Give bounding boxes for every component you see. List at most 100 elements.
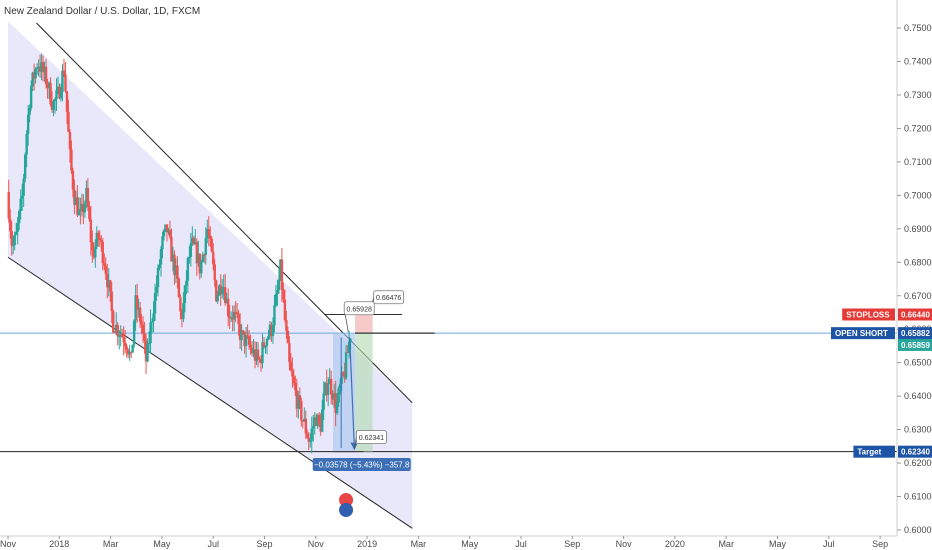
candle-body (150, 321, 154, 323)
candle-body (132, 320, 136, 345)
candle-body (58, 86, 61, 99)
candle-body (279, 259, 282, 280)
candle-body (186, 258, 190, 281)
candle-body (259, 359, 263, 364)
target-zone (355, 333, 373, 452)
candle-body (347, 341, 351, 353)
candle-body (17, 210, 21, 224)
candle-body (171, 254, 175, 262)
candle-body (100, 240, 103, 242)
candle-body (209, 235, 212, 239)
candle-body (40, 62, 43, 72)
candle-body (291, 370, 294, 377)
candle-body (91, 242, 94, 251)
candle-body (240, 330, 243, 341)
price-label-text-3: Target (857, 448, 881, 457)
candle-body (188, 256, 191, 259)
candle-body (79, 209, 82, 212)
candle-body (285, 320, 288, 331)
candle-body (247, 336, 251, 345)
candle-body (22, 178, 25, 196)
candle-body (62, 70, 66, 75)
candle-body (123, 342, 127, 347)
candle-body (219, 285, 222, 295)
candle-body (215, 280, 218, 302)
candle-body (262, 342, 266, 348)
candle-body (300, 400, 303, 421)
candle-body (83, 203, 87, 213)
candle-body (200, 261, 203, 274)
candle-body (321, 409, 324, 432)
candle-body (29, 86, 33, 109)
candle-body (212, 251, 215, 265)
x-tick-label: Sep (256, 539, 272, 549)
candle-body (213, 264, 216, 281)
projection-arrow (349, 337, 355, 449)
candle-body (138, 307, 142, 322)
price-tag-0 (898, 308, 932, 321)
x-tick-label: Mar (411, 539, 427, 549)
candle-body (194, 241, 197, 244)
candle-body (174, 265, 178, 276)
candle-body (126, 349, 130, 355)
candle-body (225, 298, 228, 304)
candle-body (101, 241, 104, 264)
price-label-3 (853, 445, 895, 458)
candle-body (23, 154, 27, 179)
candle-body (67, 111, 70, 132)
candle-body (183, 285, 187, 304)
x-tick-label: Jul (823, 539, 835, 549)
candle-body (295, 390, 299, 409)
candle-body (322, 393, 325, 410)
candle-body (243, 331, 246, 347)
candle-body (156, 267, 160, 288)
candle-body (276, 289, 279, 295)
x-tick-label: May (461, 539, 479, 549)
y-tick-label: 0.60000 (904, 525, 932, 535)
candle-body (16, 223, 19, 232)
candle-body (77, 209, 81, 216)
candle-body (216, 295, 219, 302)
chart-title: New Zealand Dollar / U.S. Dollar, 1D, FX… (4, 6, 200, 17)
candle-body (207, 229, 210, 236)
candle-body (307, 437, 310, 442)
candle-body (223, 287, 227, 304)
candle-body (334, 393, 337, 413)
entry-price-callout-text: 0.65928 (347, 306, 372, 313)
stop-price-callout-box (373, 290, 405, 305)
candle-body (92, 250, 96, 258)
candle-body (297, 395, 300, 409)
projection-arrowhead (350, 442, 358, 451)
candle-body (120, 334, 124, 337)
price-tag-value-0: 0.66440 (901, 310, 930, 319)
candle-body (298, 395, 302, 401)
candle-body (337, 388, 340, 403)
candle-body (289, 362, 293, 371)
candle-body (56, 86, 60, 91)
candle-body (168, 230, 172, 237)
price-tag-2 (898, 338, 932, 351)
price-label-text-0: STOPLOSS (846, 310, 890, 319)
candle-body (273, 305, 276, 326)
candle-body (38, 66, 42, 72)
candle-body (206, 229, 209, 239)
candle-body (25, 134, 28, 155)
candle-body (98, 237, 102, 241)
candle-body (313, 417, 316, 427)
candle-body (283, 299, 287, 321)
badge-icon-lower (339, 503, 354, 517)
candle-body (280, 259, 284, 291)
candle-body (15, 231, 18, 235)
candle-body (149, 322, 152, 344)
channel-lower-line (7, 256, 413, 529)
candle-body (221, 289, 224, 295)
measure-label-text: −0.03578 (−5.43%) −357.8 (314, 461, 410, 470)
candle-body (74, 197, 78, 205)
